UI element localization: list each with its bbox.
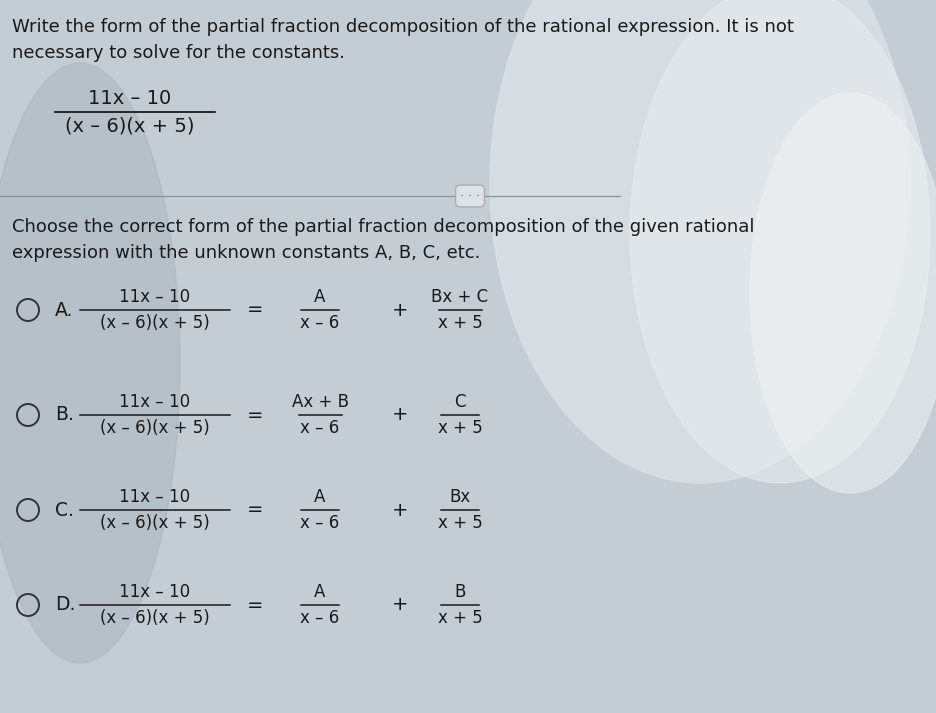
Text: 11x – 10: 11x – 10 <box>120 393 191 411</box>
Text: · · ·: · · · <box>460 190 480 202</box>
Text: C: C <box>454 393 466 411</box>
Ellipse shape <box>630 0 930 483</box>
Ellipse shape <box>0 63 180 663</box>
Text: necessary to solve for the constants.: necessary to solve for the constants. <box>12 44 345 62</box>
Text: 11x – 10: 11x – 10 <box>88 89 171 108</box>
Text: Bx: Bx <box>449 488 471 506</box>
Text: =: = <box>247 501 263 520</box>
Text: x + 5: x + 5 <box>438 314 482 332</box>
Text: 11x – 10: 11x – 10 <box>120 583 191 601</box>
Text: (x – 6)(x + 5): (x – 6)(x + 5) <box>100 609 210 627</box>
Text: C.: C. <box>55 501 74 520</box>
Text: x – 6: x – 6 <box>300 609 340 627</box>
Text: Bx + C: Bx + C <box>431 288 489 306</box>
Text: Ax + B: Ax + B <box>291 393 348 411</box>
Text: +: + <box>392 300 408 319</box>
Text: =: = <box>247 406 263 424</box>
Text: x + 5: x + 5 <box>438 609 482 627</box>
Text: x – 6: x – 6 <box>300 419 340 437</box>
Text: A.: A. <box>55 300 73 319</box>
Text: x – 6: x – 6 <box>300 514 340 532</box>
Text: x – 6: x – 6 <box>300 314 340 332</box>
Text: D.: D. <box>55 595 76 615</box>
Text: +: + <box>392 406 408 424</box>
Text: A: A <box>314 583 326 601</box>
Text: (x – 6)(x + 5): (x – 6)(x + 5) <box>66 116 195 135</box>
Text: =: = <box>247 300 263 319</box>
Text: +: + <box>392 595 408 615</box>
Text: (x – 6)(x + 5): (x – 6)(x + 5) <box>100 314 210 332</box>
Text: B.: B. <box>55 406 74 424</box>
Text: Choose the correct form of the partial fraction decomposition of the given ratio: Choose the correct form of the partial f… <box>12 218 754 236</box>
Text: expression with the unknown constants A, B, C, etc.: expression with the unknown constants A,… <box>12 244 480 262</box>
Text: (x – 6)(x + 5): (x – 6)(x + 5) <box>100 419 210 437</box>
Text: 11x – 10: 11x – 10 <box>120 288 191 306</box>
Ellipse shape <box>490 0 910 483</box>
Ellipse shape <box>750 93 936 493</box>
Text: =: = <box>247 595 263 615</box>
Text: +: + <box>392 501 408 520</box>
Text: B: B <box>454 583 466 601</box>
Text: A: A <box>314 488 326 506</box>
Text: (x – 6)(x + 5): (x – 6)(x + 5) <box>100 514 210 532</box>
Text: A: A <box>314 288 326 306</box>
Text: 11x – 10: 11x – 10 <box>120 488 191 506</box>
Text: x + 5: x + 5 <box>438 419 482 437</box>
Text: x + 5: x + 5 <box>438 514 482 532</box>
Text: Write the form of the partial fraction decomposition of the rational expression.: Write the form of the partial fraction d… <box>12 18 794 36</box>
